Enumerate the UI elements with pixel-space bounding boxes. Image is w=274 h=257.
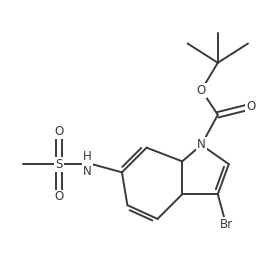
- Text: O: O: [54, 190, 64, 204]
- Text: O: O: [246, 100, 255, 113]
- Text: H
N: H N: [83, 150, 92, 178]
- Text: Br: Br: [219, 218, 233, 231]
- Text: O: O: [197, 84, 206, 97]
- Text: O: O: [54, 125, 64, 138]
- Text: S: S: [55, 158, 62, 171]
- Text: N: N: [197, 139, 206, 151]
